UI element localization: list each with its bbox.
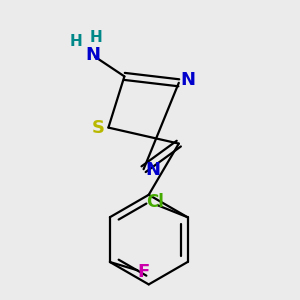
Text: Cl: Cl [146, 193, 164, 211]
Text: N: N [180, 70, 195, 88]
Text: F: F [138, 262, 150, 280]
Text: H: H [70, 34, 83, 49]
Text: S: S [92, 118, 105, 136]
Text: N: N [146, 161, 161, 179]
Text: N: N [85, 46, 100, 64]
Text: H: H [89, 30, 102, 45]
